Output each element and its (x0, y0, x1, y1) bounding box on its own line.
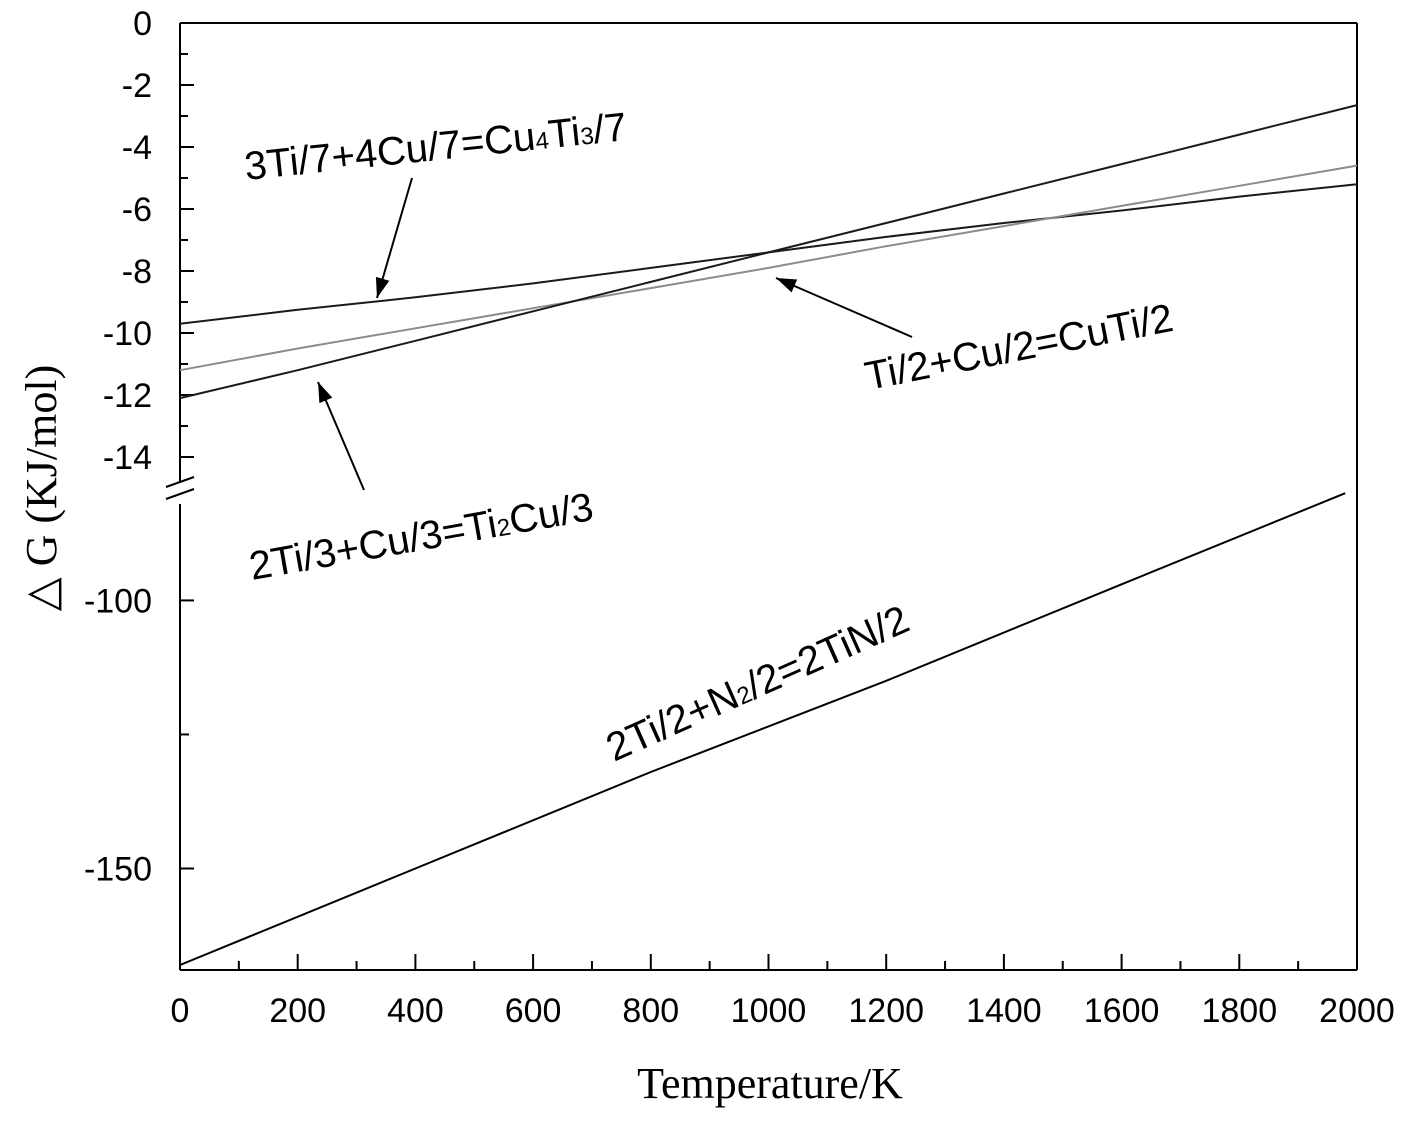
x-tick-label: 400 (387, 992, 444, 1030)
y-axis-title: △ G (KJ/mol) (17, 365, 66, 612)
y-tick-label: -150 (84, 850, 152, 888)
annotation-text-part: 3Ti/7+4Cu/7=Cu (242, 115, 537, 189)
x-tick-label: 1000 (731, 992, 807, 1030)
annotation-text-part: 2Ti/2+N (600, 673, 746, 770)
x-axis-title: Temperature/K (637, 1059, 903, 1108)
x-tick-label: 200 (269, 992, 326, 1030)
x-tick-label: 0 (171, 992, 190, 1030)
annotation-label-cu4ti3: 3Ti/7+4Cu/7=Cu4Ti3/7 (242, 105, 628, 189)
x-tick-label: 1200 (848, 992, 924, 1030)
x-tick-label: 2000 (1319, 992, 1395, 1030)
axis-break-mark (166, 489, 194, 499)
annotation-arrow-cuti (776, 278, 912, 337)
x-tick-label: 1800 (1201, 992, 1277, 1030)
y-tick-label: -12 (103, 377, 152, 415)
x-tick-label: 600 (505, 992, 562, 1030)
y-tick-label: -10 (103, 315, 152, 353)
annotation-arrow-cuti-head (776, 278, 797, 292)
annotation-arrow-ti2cu-head (318, 382, 332, 403)
series-line-2 (180, 166, 1357, 371)
y-tick-label: -2 (122, 67, 152, 105)
annotation-text-part: Ti (546, 110, 582, 157)
annotation-text-part: /2=2TiN/2 (740, 597, 916, 708)
annotation-arrow-cu4ti3-head (376, 277, 389, 298)
y-tick-label: -4 (122, 129, 152, 167)
annotation-text-part: 2Ti/3+Cu/3=Ti (246, 502, 500, 589)
y-tick-label: -6 (122, 191, 152, 229)
annotation-label-cuti: Ti/2+Cu/2=CuTi/2 (861, 296, 1176, 399)
y-tick-label: -14 (103, 439, 152, 477)
series-line-1 (180, 184, 1357, 324)
annotation-text-part: Cu/3 (506, 485, 597, 543)
x-tick-label: 1600 (1084, 992, 1160, 1030)
y-tick-label: -8 (122, 253, 152, 291)
annotations: 3Ti/7+4Cu/7=Cu4Ti3/7 Ti/2+Cu/2=CuTi/2 2Ti/… (242, 105, 1176, 770)
y-tick-label: -100 (84, 582, 152, 620)
annotation-text-part: Ti/2+Cu/2=CuTi/2 (861, 296, 1176, 399)
annotation-label-ti2cu: 2Ti/3+Cu/3=Ti2Cu/3 (246, 485, 597, 589)
y-tick-label: 0 (133, 5, 152, 43)
x-tick-label: 800 (622, 992, 679, 1030)
annotation-label-tin: 2Ti/2+N2/2=2TiN/2 (600, 597, 916, 770)
x-tick-label: 1400 (966, 992, 1042, 1030)
annotation-text-part: /7 (591, 105, 629, 152)
